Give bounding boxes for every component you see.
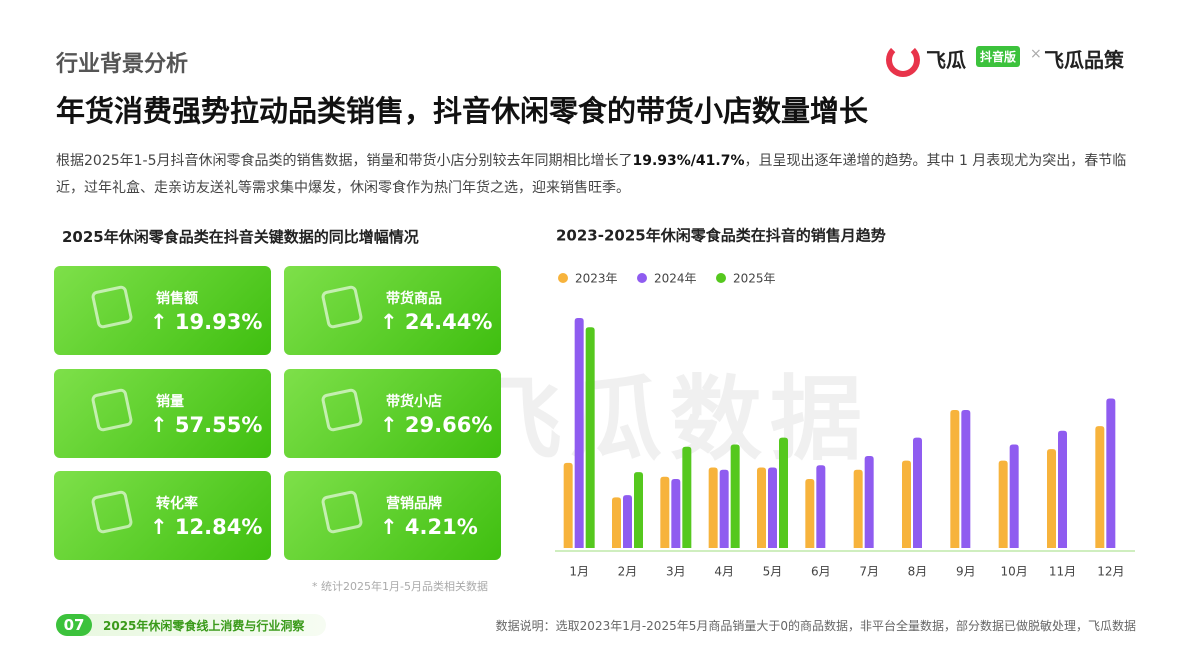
bar: [563, 462, 573, 548]
legend-dot: [637, 273, 647, 283]
kpi-label: 带货小店: [386, 393, 442, 410]
kpi-card: 营销品牌 ↑ 4.21%: [284, 471, 501, 560]
kpi-value: ↑ 19.93%: [150, 310, 263, 334]
kpi-value: ↑ 29.66%: [380, 412, 493, 437]
x-tick-label: 4月: [714, 565, 734, 579]
logo-x: ×: [1030, 46, 1042, 62]
kpi-value: ↑ 4.21%: [380, 515, 478, 539]
bar: [950, 410, 960, 548]
bar: [902, 460, 911, 548]
bar: [1047, 449, 1056, 548]
bar: [805, 479, 815, 548]
bar: [634, 472, 643, 548]
bar: [1095, 426, 1105, 548]
bar: [816, 465, 826, 548]
page-title: 年货消费强势拉动品类销售，抖音休闲零食的带货小店数量增长: [56, 94, 869, 128]
bar: [864, 456, 874, 548]
kpi-label: 销量: [156, 393, 184, 410]
bar: [660, 476, 670, 548]
kpi-label: 带货商品: [386, 291, 442, 307]
kpi-card: 转化率 ↑ 12.84%: [54, 471, 271, 560]
bar: [853, 469, 863, 548]
logo-icon: [886, 43, 920, 77]
intro-text: 根据2025年1-5月抖音休闲零食品类的销售数据，销量和带货小店分别较去年同期相…: [56, 153, 633, 169]
bar: [1106, 398, 1116, 548]
bar: [574, 318, 584, 548]
kpi-card: 带货小店 ↑ 29.66%: [284, 368, 501, 458]
x-tick-label: 12月: [1097, 565, 1124, 579]
kpi-label: 销售额: [156, 291, 198, 307]
x-tick-label: 3月: [666, 565, 686, 579]
intro-text: ，且呈现出逐年递增的趋势。其中 1 月表现尤为突出，春节临近，过年礼盒、走亲访友…: [56, 153, 1127, 196]
bar: [1058, 430, 1067, 548]
kpi-label: 营销品牌: [386, 496, 442, 512]
watermark: 飞瓜数据: [470, 366, 871, 473]
intro-highlight: 19.93%/41.7%: [632, 153, 745, 169]
x-tick-label: 2月: [618, 565, 638, 579]
bar: [612, 497, 621, 548]
kpi-value: ↑ 57.55%: [150, 412, 263, 437]
logo-badge: 抖音版: [976, 46, 1021, 67]
legend-dot: [558, 273, 568, 283]
legend-label: 2023年: [575, 272, 618, 286]
kpi-title: 2025年休闲零食品类在抖音关键数据的同比增幅情况: [62, 228, 419, 246]
bar: [671, 479, 681, 548]
kpi-card: 带货商品 ↑ 24.44%: [284, 266, 501, 355]
bar: [623, 495, 632, 548]
bar: [998, 460, 1008, 548]
bar: [730, 444, 740, 548]
x-tick-label: 1月: [569, 565, 589, 579]
bar: [913, 437, 922, 548]
bar: [961, 410, 971, 548]
bar: [779, 437, 788, 548]
logo-brand: 飞瓜: [926, 48, 966, 72]
intro: 根据2025年1-5月抖音休闲零食品类的销售数据，销量和带货小店分别较去年同期相…: [56, 148, 1136, 202]
bar: [708, 467, 718, 548]
bar: [682, 446, 692, 548]
report-name: 2025年休闲零食线上消费与行业洞察: [103, 619, 305, 633]
kpi-value: ↑ 24.44%: [380, 310, 493, 334]
legend-dot: [716, 273, 726, 283]
x-tick-label: 8月: [908, 565, 928, 579]
x-tick-label: 7月: [859, 565, 879, 579]
bar: [585, 327, 595, 548]
x-tick-label: 5月: [763, 565, 783, 579]
section-title: 行业背景分析: [56, 52, 189, 77]
kpi-card: 销售额 ↑ 19.93%: [54, 266, 271, 355]
kpi-note: * 统计2025年1月-5月品类相关数据: [312, 580, 488, 593]
logo-partner: 飞瓜品策: [1044, 48, 1124, 72]
kpi-card: 销量 ↑ 57.55%: [54, 368, 271, 458]
chart-title: 2023-2025年休闲零食品类在抖音的销售月趋势: [556, 227, 886, 245]
kpi-label: 转化率: [156, 496, 198, 512]
legend-label: 2025年: [733, 272, 776, 286]
x-tick-label: 11月: [1049, 565, 1076, 579]
bar: [768, 467, 777, 548]
page-number: 07: [56, 614, 92, 636]
bar: [757, 467, 766, 548]
source-note: 数据说明：选取2023年1月-2025年5月商品销量大于0的商品数据，非平台全量…: [495, 619, 1136, 633]
x-tick-label: 10月: [1001, 565, 1028, 579]
x-tick-label: 6月: [811, 565, 831, 579]
bar: [1009, 444, 1019, 548]
footer-bar: [56, 614, 326, 636]
x-tick-label: 9月: [956, 565, 976, 579]
bar: [719, 469, 729, 548]
kpi-value: ↑ 12.84%: [150, 515, 263, 539]
legend-label: 2024年: [654, 272, 697, 286]
